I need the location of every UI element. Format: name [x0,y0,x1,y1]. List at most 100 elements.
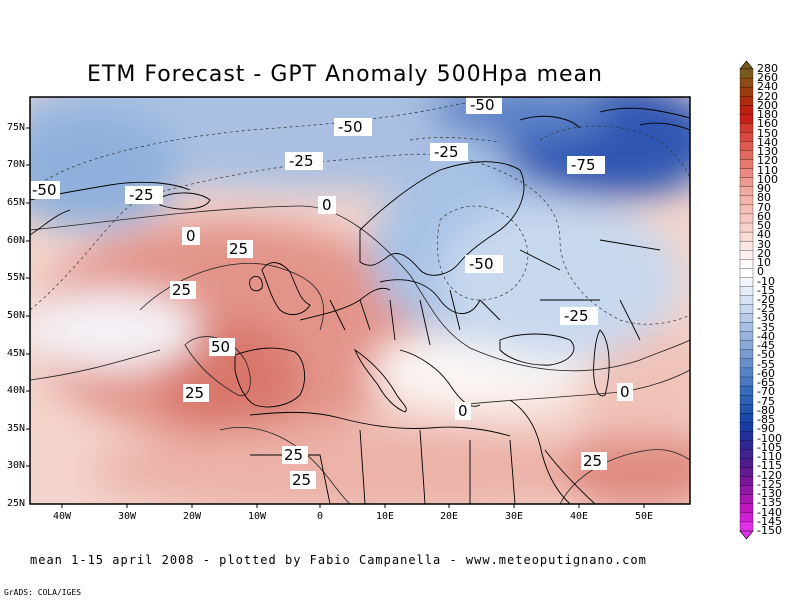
lat-label: 75N [6,122,25,133]
colorbar-swatch [739,231,754,242]
contour-label: -25 [564,307,589,325]
colorbar-label: -115 [757,459,782,473]
red-sea [544,449,596,504]
contour-label: 25 [172,281,191,299]
colorbar-swatch [739,159,754,170]
lon-label: 10W [247,511,267,522]
warm-anomaly-south [90,425,610,504]
contour-label: -75 [571,156,596,174]
colorbar-label: -10 [757,274,775,288]
colorbar-label: -150 [757,524,782,537]
contour-label: 25 [292,471,311,489]
contour-label: -50 [338,118,363,136]
iberia-coast [234,347,306,408]
contour-label: 0 [620,383,630,401]
iceland-coast [159,192,211,210]
colorbar-label: 80 [757,191,771,205]
colorbar-label: 0 [757,265,764,279]
colorbar-label: -125 [757,477,782,491]
axis-ticks [26,127,645,508]
lon-label: 30W [117,511,137,522]
contour-label: 25 [185,384,204,402]
colorbar-label: -35 [757,320,775,334]
contour-label: 25 [284,446,303,464]
colorbar-swatch [739,195,754,206]
map-frame [29,96,691,505]
colorbar-label: -140 [757,505,782,519]
colorbar-swatch [739,295,754,305]
contour-zero-north [30,205,690,372]
colorbar-swatch [739,521,754,532]
coastlines [30,107,690,504]
colorbar-swatch [739,431,754,441]
contour-label: 0 [322,196,332,214]
contour-neg50-scand [437,205,529,301]
colorbar-label: -70 [757,385,775,399]
contour-label: -50 [469,255,494,273]
colorbar-label: 100 [757,172,778,186]
contour-50-iberia [184,336,251,397]
colorbar-swatch [739,277,754,287]
colorbar-arrow-top [739,60,754,70]
lat-label: 50N [6,310,25,321]
colorbar-swatch [739,476,754,487]
colorbar-label: 180 [757,108,778,122]
colorbar-arrow-bottom [739,530,754,540]
colorbar-label: 90 [757,182,771,196]
contour-label: 0 [186,227,196,245]
italy-coast [354,348,407,413]
colorbar-label: 220 [757,89,778,103]
balkans-coast [399,349,481,407]
africa-borders [250,429,516,504]
colorbar-swatch [739,322,754,333]
map-title: ETM Forecast - GPT Anomaly 500Hpa mean [87,62,603,87]
contour-labels: -50 -50 -25 -25 -50 -25 -75 -50 0 0 25 2… [30,97,633,489]
colorbar-label: -65 [757,376,775,390]
colorbar-label: -145 [757,514,782,528]
colorbar-label: -135 [757,496,782,510]
colorbar-label: -55 [757,357,775,371]
colorbar-swatch [739,240,754,251]
colorbar-label: -15 [757,283,775,297]
colorbar-label: -105 [757,440,782,454]
russia-borders [519,239,661,341]
contour-label: 0 [458,402,468,420]
lat-label: 30N [6,460,25,471]
colorbar-label: 60 [757,209,771,223]
contour-label: -25 [289,152,314,170]
colorbar-label: -80 [757,403,775,417]
colorbar-label: 50 [757,219,771,233]
colorbar-label: -40 [757,329,775,343]
colorbar-swatch [739,367,754,378]
colorbar-label: -45 [757,339,775,353]
colorbar-swatch [739,358,754,369]
colorbar-swatch [739,177,754,188]
cold-core-barents [430,97,610,140]
colorbar-swatch [739,168,754,179]
colorbar-label: -30 [757,311,775,325]
arctic-islands [519,107,690,131]
colorbar-label: 120 [757,154,778,168]
colorbar-swatch [739,467,754,478]
contour-zero-east [459,369,690,406]
colorbar-swatch [739,494,754,505]
colorbar-swatch [739,485,754,496]
colorbar-swatch [739,340,754,351]
contour-label: -25 [129,186,154,204]
caspian-sea [593,329,610,397]
neutral-belt-west [30,290,200,370]
colorbar-swatch [739,68,754,79]
colorbar-label: -20 [757,293,775,306]
colorbar-swatch [739,250,754,260]
contour-zero-south [30,349,161,381]
colorbar-swatch [739,114,754,124]
lon-label: 10E [375,511,395,522]
colorbar-swatch [739,150,754,161]
colorbar-label: 160 [757,117,778,131]
colorbar-label: 280 [757,62,778,75]
colorbar-swatch [739,304,754,315]
colorbar-swatch [739,385,754,396]
colorbar-label: -75 [757,394,775,408]
colorbar-label: 110 [757,163,778,177]
